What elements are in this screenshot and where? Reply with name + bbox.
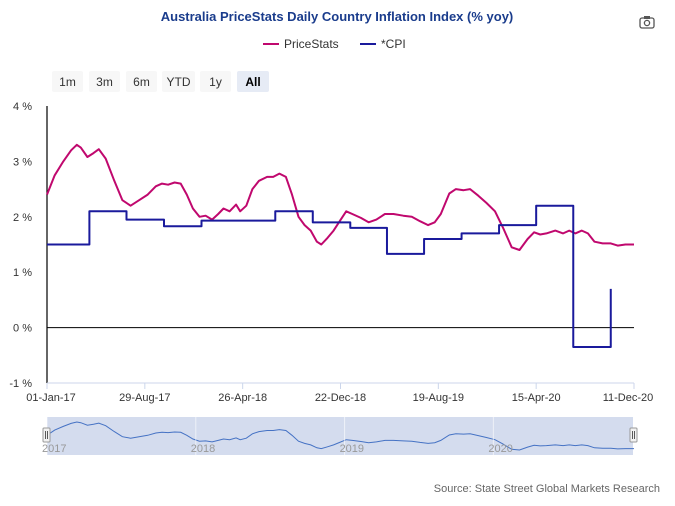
legend-label-pricestats: PriceStats xyxy=(284,37,339,51)
navigator[interactable]: 2017 2018 2019 2020 xyxy=(42,417,638,455)
range-button-label: YTD xyxy=(167,75,191,89)
range-button-6m[interactable]: 6m xyxy=(126,71,157,92)
range-button-label: 3m xyxy=(96,75,113,89)
series-line-pricestats xyxy=(46,143,634,251)
y-tick-label: 0 % xyxy=(13,323,32,335)
y-tick-label: 3 % xyxy=(13,156,32,168)
x-tick-label: 26-Apr-18 xyxy=(218,392,267,404)
range-button-ytd[interactable]: YTD xyxy=(162,71,195,92)
source-note: Source: State Street Global Markets Rese… xyxy=(434,483,660,495)
range-button-all[interactable]: All xyxy=(237,71,269,92)
y-axis: -1 % 0 % 1 % 2 % 3 % 4 % xyxy=(9,101,634,390)
range-selector: 1m 3m 6m YTD 1y All xyxy=(52,71,269,92)
export-camera-icon[interactable] xyxy=(639,16,655,29)
range-button-1m[interactable]: 1m xyxy=(52,71,83,92)
y-tick-label: 1 % xyxy=(13,267,32,279)
range-button-label: All xyxy=(245,75,260,89)
navigator-axis: 2017 2018 2019 2020 xyxy=(42,417,513,455)
series-line-cpi xyxy=(47,204,612,348)
legend-label-cpi: *CPI xyxy=(381,37,406,51)
x-tick-label: 01-Jan-17 xyxy=(26,392,76,404)
series-layer xyxy=(46,143,634,348)
navigator-handle-left[interactable] xyxy=(42,427,51,443)
x-tick-label: 11-Dec-20 xyxy=(603,392,654,404)
navigator-year-label: 2020 xyxy=(488,443,512,455)
range-button-3m[interactable]: 3m xyxy=(89,71,120,92)
legend-item-pricestats[interactable]: PriceStats xyxy=(263,37,339,51)
x-tick-label: 19-Aug-19 xyxy=(413,392,464,404)
x-axis: 01-Jan-17 29-Aug-17 26-Apr-18 22-Dec-18 19-A… xyxy=(26,382,654,404)
y-tick-label: -1 % xyxy=(9,378,32,390)
legend: PriceStats *CPI xyxy=(263,37,406,51)
x-tick-label: 22-Dec-18 xyxy=(315,392,366,404)
y-tick-label: 2 % xyxy=(13,212,32,224)
navigator-year-label: 2019 xyxy=(340,443,364,455)
x-tick-label: 29-Aug-17 xyxy=(119,392,170,404)
navigator-series xyxy=(46,421,634,451)
range-button-label: 6m xyxy=(133,75,150,89)
navigator-handle-right[interactable] xyxy=(629,427,638,443)
range-button-label: 1y xyxy=(209,75,222,89)
navigator-year-label: 2017 xyxy=(42,443,66,455)
range-button-1y[interactable]: 1y xyxy=(200,71,231,92)
navigator-line xyxy=(46,421,634,451)
chart-title: Australia PriceStats Daily Country Infla… xyxy=(161,9,514,24)
navigator-year-label: 2018 xyxy=(191,443,215,455)
x-tick-label: 15-Apr-20 xyxy=(512,392,561,404)
legend-item-cpi[interactable]: *CPI xyxy=(360,37,406,51)
range-button-label: 1m xyxy=(59,75,76,89)
y-tick-label: 4 % xyxy=(13,101,32,113)
